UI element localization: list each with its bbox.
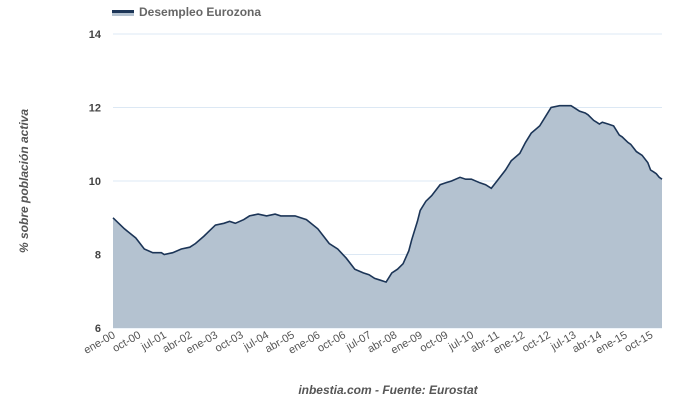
- area-fill: [113, 106, 662, 328]
- x-tick-label: oct-00: [111, 329, 143, 355]
- y-tick-label: 6: [95, 323, 101, 335]
- legend[interactable]: Desempleo Eurozona: [112, 5, 261, 19]
- source-caption: inbestia.com - Fuente: Eurostat: [298, 383, 478, 397]
- x-tick-label: oct-15: [623, 329, 655, 355]
- y-tick-label: 12: [89, 103, 101, 115]
- legend-label: Desempleo Eurozona: [139, 5, 261, 19]
- legend-swatch: [112, 10, 134, 13]
- y-axis-label: % sobre población activa: [17, 109, 31, 253]
- x-tick-label: oct-06: [315, 329, 347, 355]
- x-tick-label: oct-03: [213, 329, 245, 355]
- x-tick-label: oct-09: [418, 329, 450, 355]
- x-tick-label: oct-12: [520, 329, 552, 355]
- y-tick-label: 8: [95, 250, 101, 262]
- y-tick-label: 10: [89, 176, 101, 188]
- y-tick-label: 14: [89, 29, 102, 41]
- legend-swatch-fill: [112, 13, 134, 16]
